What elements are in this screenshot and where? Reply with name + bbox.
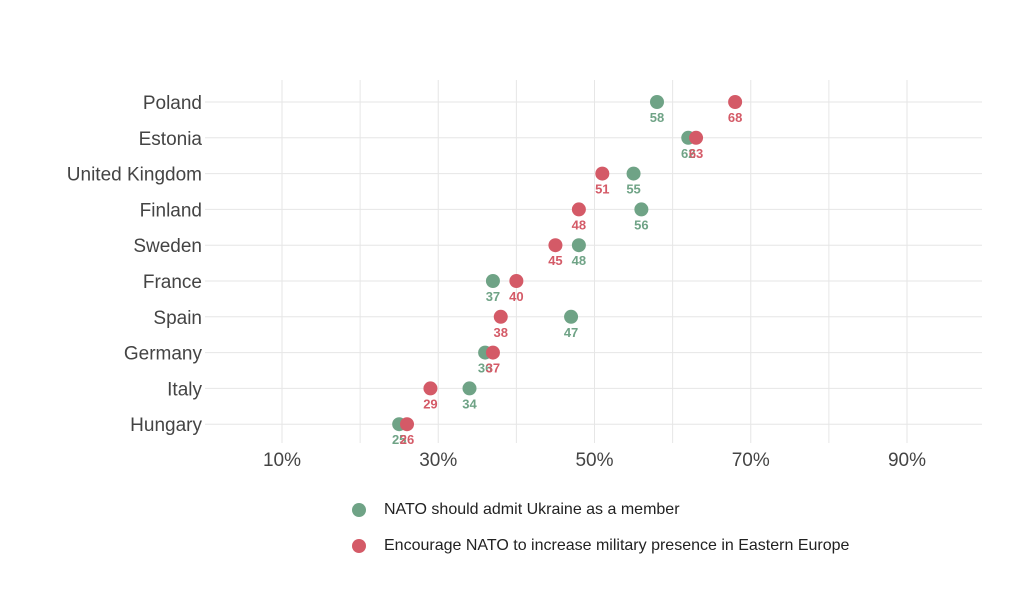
legend-item-military-presence: Encourage NATO to increase military pres… [352,536,849,556]
category-label: Spain [153,308,202,329]
category-label: Italy [167,379,202,400]
data-point [462,381,477,396]
data-point [650,95,664,109]
data-label: 45 [548,253,562,268]
data-point [595,166,610,181]
data-label: 38 [494,325,508,340]
category-label: United Kingdom [67,165,202,186]
data-label: 55 [626,182,640,197]
legend-label-military-presence: Encourage NATO to increase military pres… [384,537,850,554]
legend: NATO should admit Ukraine as a member En… [352,500,849,572]
x-tick-label: 50% [575,450,613,471]
category-label: Sweden [133,236,202,257]
data-point [571,238,586,253]
data-label: 36 [478,361,492,376]
data-point [564,309,579,324]
data-point [571,202,586,217]
legend-marker-military-presence [352,539,366,553]
data-point [423,381,438,396]
data-label: 26 [400,432,414,447]
legend-item-ukraine: NATO should admit Ukraine as a member [352,500,849,520]
category-label: Poland [143,93,202,114]
data-point [548,238,563,253]
x-tick-label: 10% [263,450,301,471]
data-label: 37 [486,289,500,304]
data-label: 37 [486,361,500,376]
data-point [400,417,414,432]
x-axis-tick-labels: 10% 30% 50% 70% 90% [263,450,926,471]
data-label: 47 [564,325,578,340]
gridlines [205,80,982,443]
data-point [493,309,508,324]
data-label: 63 [689,146,703,161]
data-point [485,274,500,288]
data-point [485,345,500,360]
data-point [728,95,743,109]
data-label: 48 [572,253,586,268]
data-label: 34 [462,396,477,411]
data-label: 62 [681,146,695,161]
x-tick-label: 90% [888,450,926,471]
legend-label-ukraine: NATO should admit Ukraine as a member [384,501,680,518]
data-label: 68 [728,110,742,125]
category-label: Germany [124,344,203,365]
data-point [509,274,524,288]
data-point [634,202,649,217]
data-label: 40 [509,289,523,304]
x-tick-label: 70% [732,450,770,471]
data-label: 48 [572,217,586,232]
data-point [626,166,641,181]
category-label: France [143,272,202,293]
data-label: 51 [595,182,609,197]
data-label: 56 [634,217,648,232]
data-label: 58 [650,110,664,125]
data-label: 25 [392,432,406,447]
series-1: 68 63 51 48 45 40 38 37 29 26 [400,95,743,447]
data-points: 58 62 55 56 48 37 47 36 34 25 68 63 51 48 45 40 38 37 29 26 [392,95,742,447]
category-label: Finland [140,200,202,221]
data-label: 29 [423,396,437,411]
category-label: Hungary [130,415,202,436]
x-tick-label: 30% [419,450,457,471]
series-0: 58 62 55 56 48 37 47 36 34 25 [392,95,695,447]
category-label: Estonia [139,129,203,150]
category-labels: Poland Estonia United Kingdom Finland Sweden… [67,93,203,436]
data-point [689,130,704,145]
legend-marker-ukraine [352,503,366,517]
